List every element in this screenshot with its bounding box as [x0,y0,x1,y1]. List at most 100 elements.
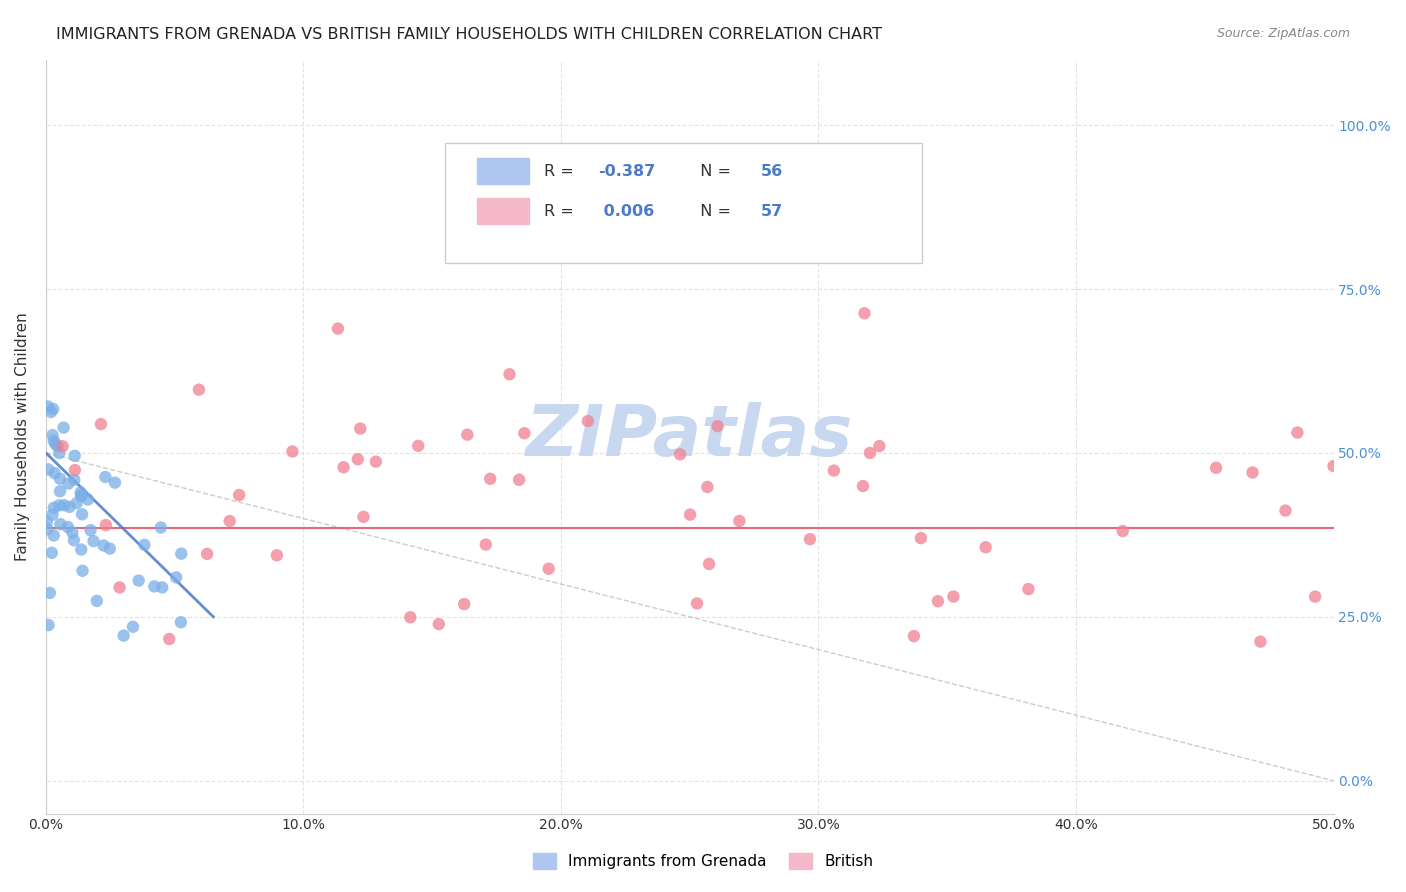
Immigrants from Grenada [128,574,150,588]
Immigrants from Grenada [42,528,65,542]
Immigrants from Grenada [93,539,115,553]
British [364,455,387,469]
British [853,306,876,320]
British [942,590,965,604]
British [326,321,349,335]
British [52,439,75,453]
British [349,421,371,435]
Immigrants from Grenada [49,517,72,532]
British [1274,503,1296,517]
British [697,557,720,571]
British [479,472,502,486]
Immigrants from Grenada [41,508,63,522]
Text: R =: R = [544,203,579,219]
Text: Source: ZipAtlas.com: Source: ZipAtlas.com [1216,27,1350,40]
British [910,531,932,545]
Immigrants from Grenada [86,594,108,608]
British [974,540,997,554]
British [456,427,478,442]
British [1112,524,1135,538]
British [475,537,498,551]
Immigrants from Grenada [70,542,93,557]
British [669,447,692,461]
British [347,452,370,467]
Immigrants from Grenada [63,449,86,463]
Text: ZIPatlas: ZIPatlas [526,402,853,471]
British [1249,634,1271,648]
Immigrants from Grenada [77,492,100,507]
British [1322,459,1344,474]
Immigrants from Grenada [143,579,166,593]
Immigrants from Grenada [72,564,94,578]
Immigrants from Grenada [134,538,156,552]
Immigrants from Grenada [42,434,65,448]
Immigrants from Grenada [48,446,70,460]
Immigrants from Grenada [170,547,193,561]
British [508,473,530,487]
British [537,562,560,576]
Immigrants from Grenada [48,498,70,512]
Immigrants from Grenada [41,546,63,560]
British [399,610,422,624]
Legend: Immigrants from Grenada, British: Immigrants from Grenada, British [526,847,880,875]
Text: -0.387: -0.387 [599,164,655,178]
Immigrants from Grenada [122,620,145,634]
British [903,629,925,643]
Immigrants from Grenada [46,439,69,453]
Immigrants from Grenada [58,476,80,491]
Immigrants from Grenada [170,615,193,630]
British [195,547,218,561]
Immigrants from Grenada [42,500,65,515]
British [852,479,875,493]
Immigrants from Grenada [70,489,93,503]
Immigrants from Grenada [37,400,59,414]
British [157,632,180,646]
Immigrants from Grenada [52,420,75,434]
Immigrants from Grenada [70,488,93,502]
British [90,417,112,431]
Immigrants from Grenada [150,581,173,595]
British [498,368,520,382]
British [513,426,536,441]
British [576,414,599,428]
Immigrants from Grenada [65,496,87,510]
Immigrants from Grenada [44,436,66,450]
Text: N =: N = [690,164,735,178]
Immigrants from Grenada [53,498,76,512]
Immigrants from Grenada [49,484,72,499]
British [799,532,821,546]
British [427,617,450,632]
British [1241,466,1264,480]
British [94,518,117,533]
Immigrants from Grenada [56,520,79,534]
British [266,549,288,563]
British [728,514,751,528]
British [1303,590,1326,604]
Immigrants from Grenada [37,462,59,476]
British [228,488,250,502]
British [281,444,304,458]
British [406,439,429,453]
Immigrants from Grenada [39,586,62,600]
Immigrants from Grenada [38,618,60,632]
FancyBboxPatch shape [477,197,529,224]
Immigrants from Grenada [69,485,91,500]
Immigrants from Grenada [35,515,58,529]
Immigrants from Grenada [165,570,187,584]
Immigrants from Grenada [37,522,59,536]
Immigrants from Grenada [94,470,117,484]
Immigrants from Grenada [83,534,105,549]
Immigrants from Grenada [98,541,121,556]
British [332,460,354,475]
Immigrants from Grenada [58,500,80,514]
British [187,383,209,397]
Immigrants from Grenada [63,473,86,487]
Immigrants from Grenada [44,466,66,480]
Y-axis label: Family Households with Children: Family Households with Children [15,312,30,561]
British [108,581,131,595]
British [823,464,845,478]
British [63,463,86,477]
Text: R =: R = [544,164,579,178]
British [1286,425,1309,440]
British [218,514,240,528]
